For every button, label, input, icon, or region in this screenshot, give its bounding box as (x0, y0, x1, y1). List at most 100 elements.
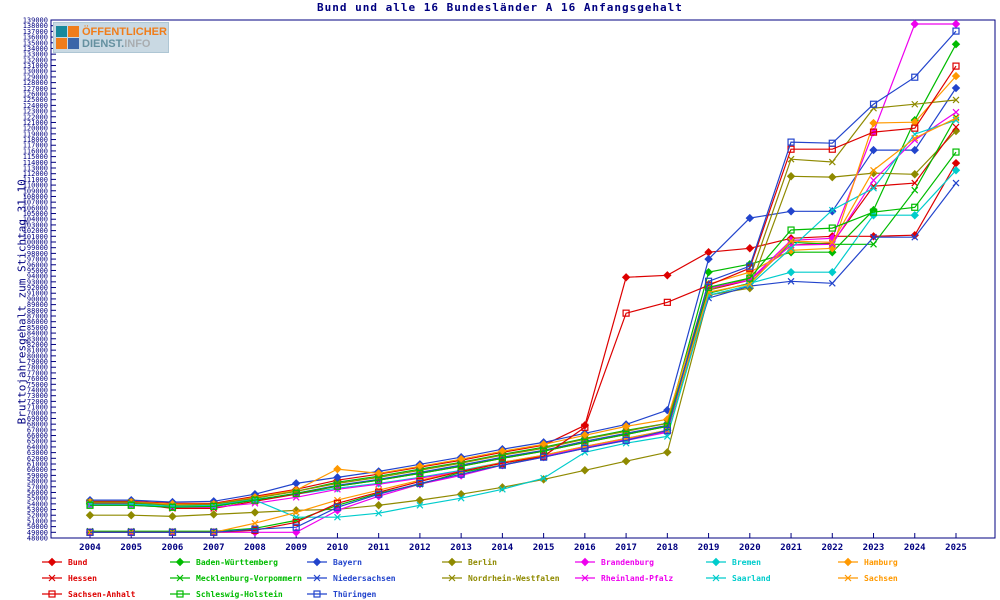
svg-text:61000: 61000 (27, 461, 48, 469)
legend-label: Niedersachsen (333, 573, 396, 583)
svg-text:87000: 87000 (27, 313, 48, 321)
svg-text:124000: 124000 (23, 102, 48, 110)
legend-label: Sachsen-Anhalt (68, 590, 136, 599)
svg-text:73000: 73000 (27, 392, 48, 400)
svg-text:111000: 111000 (23, 176, 48, 184)
svg-text:110000: 110000 (23, 182, 48, 190)
svg-text:2025: 2025 (945, 543, 967, 553)
series-line (90, 23, 956, 533)
svg-text:86000: 86000 (27, 318, 48, 326)
svg-text:133000: 133000 (23, 51, 48, 59)
svg-text:116000: 116000 (23, 147, 48, 155)
series-th-ringen (86, 27, 960, 536)
svg-text:95000: 95000 (27, 267, 48, 275)
svg-text:131000: 131000 (23, 62, 48, 70)
svg-text:72000: 72000 (27, 398, 48, 406)
series-rheinland-pfalz (86, 108, 960, 511)
plot-border (50, 19, 996, 539)
svg-text:57000: 57000 (27, 483, 48, 491)
series-hamburg (85, 71, 961, 509)
svg-text:123000: 123000 (23, 108, 48, 116)
legend-label: Thüringen (333, 589, 377, 599)
series-line (90, 151, 957, 508)
legend-label: Brandenburg (601, 558, 654, 567)
legend-item-saarland: Saarland (706, 574, 771, 583)
logo-square-teal (56, 26, 67, 37)
svg-text:89000: 89000 (27, 301, 48, 309)
series-sachsen-anhalt (86, 62, 960, 536)
svg-text:74000: 74000 (27, 387, 48, 395)
legend-item-schleswig-holstein: Schleswig-Holstein (170, 589, 283, 599)
svg-text:2011: 2011 (368, 543, 390, 553)
svg-text:2007: 2007 (203, 543, 225, 553)
svg-text:2015: 2015 (533, 543, 555, 553)
svg-text:104000: 104000 (23, 216, 48, 224)
svg-text:139000: 139000 (23, 17, 48, 25)
svg-text:2024: 2024 (904, 543, 926, 553)
svg-text:91000: 91000 (27, 290, 48, 298)
legend-item-sachsen: Sachsen (838, 574, 898, 583)
legend-item-brandenburg: Brandenburg (575, 557, 654, 567)
series-line (90, 43, 957, 506)
svg-text:56000: 56000 (27, 489, 48, 497)
logo-square-orange-2 (56, 38, 67, 49)
legend-label: Sachsen (864, 574, 898, 583)
legend-label: Hamburg (864, 558, 898, 567)
svg-text:2018: 2018 (656, 543, 678, 553)
series-line (90, 75, 957, 505)
svg-text:101000: 101000 (23, 233, 48, 241)
legend-item-berlin: Berlin (442, 557, 497, 567)
svg-text:65000: 65000 (27, 438, 48, 446)
svg-text:48000: 48000 (27, 535, 48, 543)
svg-text:138000: 138000 (23, 22, 48, 30)
legend-item-bremen: Bremen (706, 557, 761, 567)
svg-text:51000: 51000 (27, 517, 48, 525)
legend-item-th-ringen: Thüringen (307, 589, 377, 599)
svg-text:2013: 2013 (450, 543, 472, 553)
legend-label: Mecklenburg-Vorpommern (196, 574, 302, 583)
svg-text:120000: 120000 (23, 125, 48, 133)
svg-text:52000: 52000 (27, 512, 48, 520)
svg-text:134000: 134000 (23, 45, 48, 53)
svg-text:112000: 112000 (23, 170, 48, 178)
svg-text:97000: 97000 (27, 256, 48, 264)
logo-grid-icon (56, 26, 79, 49)
svg-text:66000: 66000 (27, 432, 48, 440)
svg-text:2019: 2019 (698, 543, 720, 553)
legend: Bund Baden-Württemberg Bayern Berlin Branden… (42, 557, 898, 599)
series-line (90, 87, 957, 503)
svg-text:119000: 119000 (23, 130, 48, 138)
svg-text:96000: 96000 (27, 261, 48, 269)
svg-text:75000: 75000 (27, 381, 48, 389)
svg-text:136000: 136000 (23, 34, 48, 42)
svg-text:2008: 2008 (244, 543, 266, 553)
svg-text:115000: 115000 (23, 153, 48, 161)
legend-label: Berlin (468, 557, 497, 567)
svg-text:102000: 102000 (23, 227, 48, 235)
svg-text:54000: 54000 (27, 500, 48, 508)
series-line (90, 119, 957, 518)
svg-text:108000: 108000 (23, 193, 48, 201)
logo-line2: DIENST.INFO (82, 38, 167, 50)
svg-text:59000: 59000 (27, 472, 48, 480)
svg-text:77000: 77000 (27, 369, 48, 377)
svg-text:107000: 107000 (23, 199, 48, 207)
svg-text:58000: 58000 (27, 478, 48, 486)
legend-item-mecklenburg-vorpommern: Mecklenburg-Vorpommern (170, 574, 302, 583)
svg-text:63000: 63000 (27, 449, 48, 457)
y-axis-title: Bruttojahresgehalt zum Stichtag 31.10. (15, 172, 29, 425)
oeffentlicher-dienst-info-logo: ÖFFENTLICHER DIENST.INFO (53, 22, 169, 53)
legend-item-niedersachsen: Niedersachsen (307, 573, 396, 583)
logo-text: ÖFFENTLICHER DIENST.INFO (82, 26, 167, 50)
legend-label: Saarland (732, 574, 771, 583)
svg-text:50000: 50000 (27, 523, 48, 531)
svg-text:2004: 2004 (79, 543, 101, 553)
svg-text:92000: 92000 (27, 284, 48, 292)
svg-text:55000: 55000 (27, 495, 48, 503)
svg-text:2016: 2016 (574, 543, 596, 553)
svg-text:71000: 71000 (27, 404, 48, 412)
legend-item-hamburg: Hamburg (838, 557, 898, 567)
svg-text:64000: 64000 (27, 443, 48, 451)
